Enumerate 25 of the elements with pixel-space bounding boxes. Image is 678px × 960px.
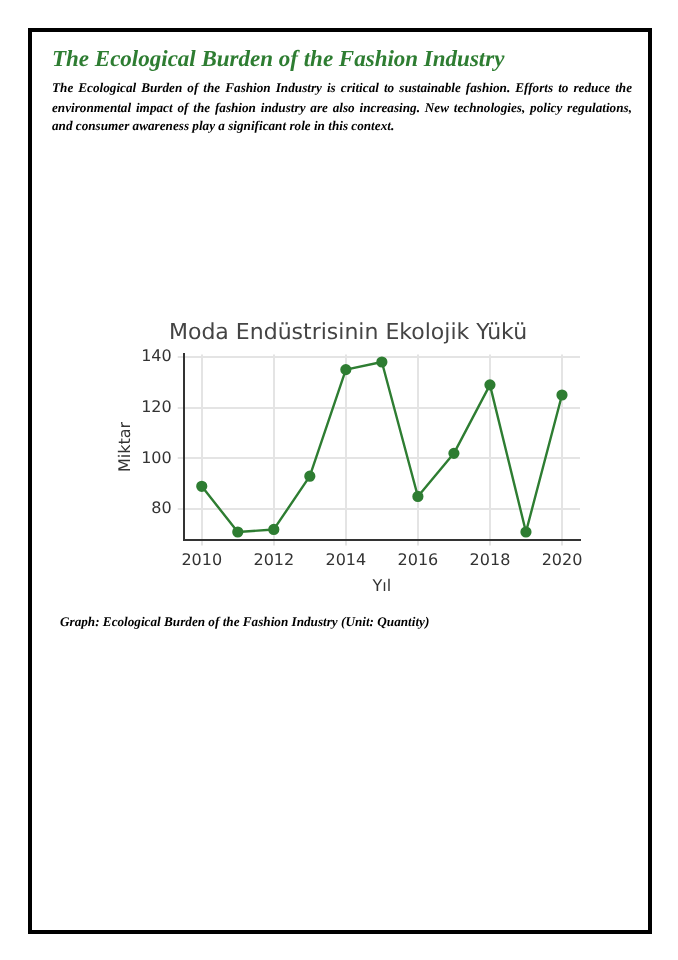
text: The Ecological Burden of the Fashion Industry (52, 48, 507, 72)
point (448, 447, 460, 459)
point (520, 526, 532, 538)
point (340, 364, 352, 376)
x-tick-label: 2012 (253, 551, 295, 570)
point (304, 470, 316, 482)
x-tick-label: 2010 (181, 551, 223, 570)
x-tick-label: 2016 (397, 551, 439, 570)
chart-title: Moda Endüstrisinin Ekolojik Yükü (168, 318, 528, 345)
y-tick-label: 100 (141, 448, 172, 467)
y-tick-label: 120 (141, 397, 172, 416)
x-tick-label: 2014 (325, 551, 367, 570)
x-axis-title: Yıl (370, 576, 392, 595)
point (556, 389, 568, 401)
point (196, 480, 208, 492)
point (412, 490, 424, 503)
point (484, 379, 496, 391)
y-tick-label: 140 (141, 347, 172, 366)
point (376, 356, 388, 368)
point (268, 523, 280, 536)
x-tick-label: 2018 (469, 551, 511, 570)
x-tick-label: 2020 (541, 551, 583, 570)
point (232, 526, 244, 538)
y-axis-title: Miktar (115, 420, 134, 473)
y-tick-label: 80 (151, 499, 172, 518)
